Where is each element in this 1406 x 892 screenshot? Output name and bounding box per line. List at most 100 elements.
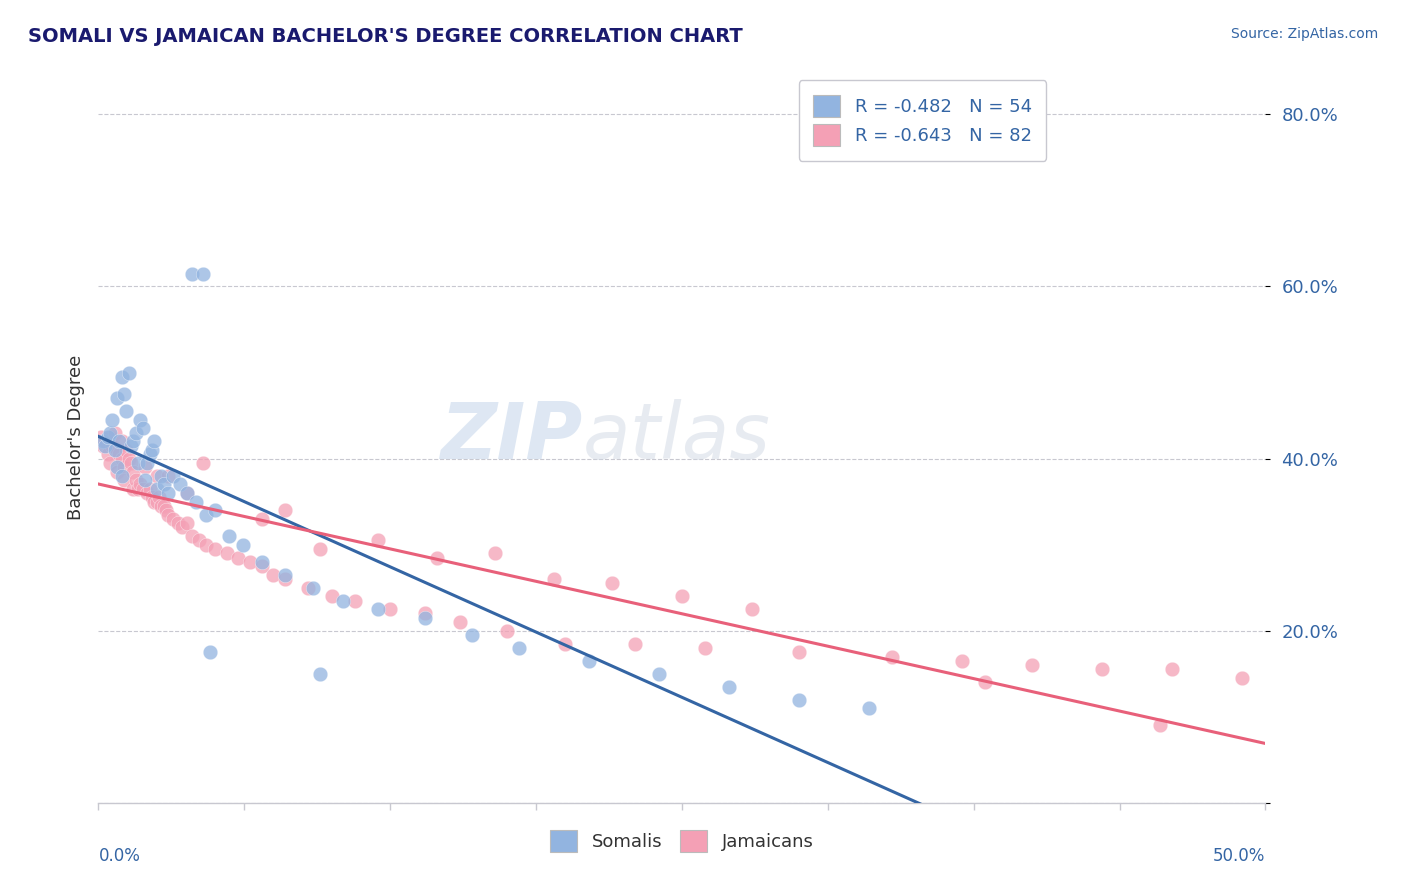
Point (193, 267, 215, 281)
Point (193, 456, 215, 470)
Point (150, 468, 173, 483)
Point (367, 602, 389, 616)
Point (232, 538, 254, 552)
Point (105, 392, 128, 406)
Point (600, 576, 623, 591)
Point (150, 499, 173, 513)
Point (187, 533, 209, 548)
Point (250, 555, 273, 569)
Point (671, 589, 693, 603)
Point (157, 468, 180, 483)
Point (309, 666, 332, 681)
Point (166, 516, 188, 530)
Point (98, 456, 121, 470)
Point (741, 602, 763, 616)
Point (250, 512, 273, 526)
Point (134, 460, 156, 475)
Point (111, 369, 134, 384)
Point (143, 494, 166, 508)
Point (111, 434, 134, 449)
Text: Source: ZipAtlas.com: Source: ZipAtlas.com (1230, 27, 1378, 41)
Point (101, 413, 124, 427)
Point (115, 442, 138, 457)
Point (858, 701, 880, 715)
Point (132, 421, 155, 435)
Point (111, 468, 134, 483)
Point (134, 473, 156, 487)
Point (274, 572, 297, 586)
Point (204, 541, 226, 556)
Point (162, 468, 184, 483)
Point (228, 550, 250, 565)
Point (120, 439, 142, 453)
Text: atlas: atlas (582, 399, 770, 475)
Point (215, 546, 238, 560)
Point (624, 637, 647, 651)
Point (647, 666, 669, 681)
Text: 0.0%: 0.0% (98, 847, 141, 864)
Point (194, 538, 217, 552)
Point (180, 529, 202, 543)
Legend: Somalis, Jamaicans: Somalis, Jamaicans (543, 823, 821, 860)
Point (91, 439, 114, 453)
Text: SOMALI VS JAMAICAN BACHELOR'S DEGREE CORRELATION CHART: SOMALI VS JAMAICAN BACHELOR'S DEGREE COR… (28, 27, 742, 45)
Point (496, 624, 519, 638)
Point (98, 430, 121, 444)
Point (250, 559, 273, 574)
Point (108, 447, 131, 461)
Point (94, 434, 117, 449)
Point (169, 477, 191, 491)
Point (105, 465, 128, 479)
Point (1149, 718, 1171, 732)
Point (172, 520, 194, 534)
Point (274, 503, 297, 517)
Point (132, 482, 155, 496)
Point (180, 267, 202, 281)
Point (122, 465, 145, 479)
Point (115, 404, 138, 418)
Point (136, 486, 159, 500)
Point (148, 491, 170, 505)
Point (484, 546, 506, 560)
Point (122, 482, 145, 496)
Point (176, 486, 198, 500)
Point (218, 529, 240, 543)
Point (508, 640, 530, 655)
Point (717, 680, 740, 694)
Y-axis label: Bachelor's Degree: Bachelor's Degree (66, 354, 84, 520)
Point (104, 442, 127, 457)
Point (127, 482, 149, 496)
Point (1091, 662, 1114, 676)
Point (162, 512, 184, 526)
Point (141, 491, 163, 505)
Point (380, 602, 402, 616)
Point (309, 541, 332, 556)
Point (332, 593, 354, 607)
Point (112, 473, 135, 487)
Point (1021, 658, 1043, 673)
Point (578, 654, 600, 668)
Point (125, 425, 148, 440)
Point (200, 645, 222, 659)
Point (112, 460, 135, 475)
Point (413, 607, 436, 621)
Point (141, 442, 163, 457)
Point (239, 555, 262, 569)
Point (186, 494, 208, 508)
Point (146, 482, 169, 496)
Point (274, 567, 297, 582)
Point (146, 494, 169, 508)
Point (787, 692, 810, 706)
Point (157, 508, 180, 522)
Point (367, 533, 389, 548)
Point (111, 451, 134, 466)
Point (426, 550, 449, 565)
Point (880, 649, 903, 664)
Point (321, 589, 343, 603)
Point (974, 675, 997, 690)
Point (143, 434, 166, 449)
Point (127, 456, 149, 470)
Text: ZIP: ZIP (440, 399, 582, 475)
Point (461, 628, 484, 642)
Point (118, 366, 141, 380)
